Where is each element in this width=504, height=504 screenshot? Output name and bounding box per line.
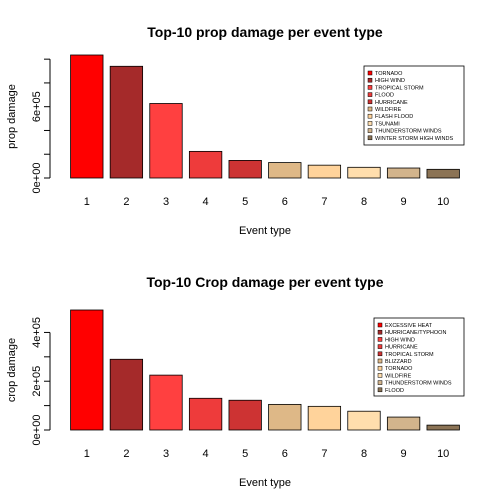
legend-entry: TORNADO [385,366,413,372]
legend-entry: EXCESSIVE HEAT [385,323,433,329]
legend-entry: TROPICAL STORM [385,352,434,358]
x-tick-label-3: 3 [163,196,169,208]
bar-9 [386,167,421,179]
legend-swatch [377,365,383,371]
legend-entry: WINTER STORM HIGH WINDS [375,136,453,142]
legend-swatch [367,128,373,133]
legend-swatch [377,329,383,335]
x-tick-label-9: 9 [401,448,407,460]
legend-swatch [367,99,373,105]
bar-8 [347,410,381,431]
bar-10 [426,424,460,431]
legend-swatch [377,358,383,364]
bar-8 [347,166,381,179]
bar-5 [228,160,262,179]
x-tick-label-4: 4 [203,448,209,460]
x-tick-label-7: 7 [321,196,327,208]
x-tick-label-3: 3 [163,448,169,460]
y-tick-label: 2e+05 [31,366,43,397]
legend-entry: WILDFIRE [385,373,412,379]
legend-entry: THUNDERSTORM WINDS [375,129,442,135]
legend-entry: TORNADO [375,71,403,77]
x-axis-label: Event type [239,477,291,489]
legend-swatch [367,92,373,97]
legend-swatch [377,337,383,342]
x-tick-label-5: 5 [242,196,248,208]
legend-swatch [367,121,373,126]
legend-swatch [367,106,373,112]
bar-6 [268,162,302,179]
x-tick-label-10: 10 [437,196,449,208]
legend-entry: HURRICANE [385,345,418,351]
x-tick-label-9: 9 [401,196,407,208]
legend-swatch [377,387,383,393]
legend-box [363,65,465,146]
legend-entry: HURRICANE [375,100,408,106]
x-tick-label-8: 8 [361,196,367,208]
bar-7 [307,405,342,431]
legend-swatch [367,77,373,83]
x-tick-label-2: 2 [123,196,129,208]
bar-6 [268,403,302,431]
x-tick-label-6: 6 [282,448,288,460]
legend-entry: TROPICAL STORM [375,85,424,91]
y-tick-label: 6e+05 [31,91,43,122]
x-tick-label-6: 6 [282,196,288,208]
legend-swatch [367,113,373,119]
chart-panel-prop-damage: Top-10 prop damage per event type 1 2 3 4 5 6 7… [6,24,465,237]
bar-1 [70,309,104,431]
legend-swatch [367,85,373,90]
y-tick-label: 0e+00 [31,163,43,194]
legend-entry: WILDFIRE [375,107,402,113]
legend-entry: HIGH WIND [385,337,415,343]
legend-entry: TSUNAMI [375,121,400,127]
bar-9 [386,416,421,431]
chart-title: Top-10 prop damage per event type [147,24,383,40]
bar-2 [109,358,144,431]
bar-4 [188,150,223,179]
bar-5 [228,399,262,431]
x-tick-label-5: 5 [242,448,248,460]
bar-10 [426,168,460,179]
legend-swatch [367,70,373,76]
bar-2 [109,65,144,179]
x-tick-label-10: 10 [437,448,449,460]
bar-1 [70,54,104,179]
x-axis-label: Event type [239,225,291,237]
chart-panel-crop-damage: Top-10 Crop damage per event type 1 2 3 4 5 6 7… [6,274,465,489]
legend-entry: BLIZZARD [385,359,412,365]
legend-entry: FLOOD [375,93,394,99]
bar-3 [149,103,183,179]
bar-4 [188,397,223,431]
y-axis-label: crop damage [6,338,18,402]
legend-swatch [377,373,383,378]
x-tick-label-2: 2 [123,448,129,460]
legend-entry: HIGH WIND [375,78,405,84]
x-tick-label-1: 1 [84,448,90,460]
x-tick-label-4: 4 [203,196,209,208]
legend-swatch [377,380,383,385]
bar-3 [149,374,183,431]
legend-entry: FLOOD [385,388,404,394]
x-tick-label-7: 7 [321,448,327,460]
legend-entry: FLASH FLOOD [375,114,413,120]
legend-swatch [377,344,383,349]
x-tick-label-8: 8 [361,448,367,460]
y-tick-label: 4e+05 [31,317,43,348]
legend-entry: THUNDERSTORM WINDS [385,381,452,387]
legend-swatch [377,351,383,357]
legend-swatch [367,135,373,141]
legend-swatch [377,322,383,328]
legend-box [373,317,465,397]
legend-entry: HURRICANE/TYPHOON [385,330,446,336]
y-axis-label: prop damage [6,84,18,149]
y-tick-label: 0e+00 [31,415,43,446]
bar-7 [307,164,342,179]
chart-title: Top-10 Crop damage per event type [146,274,383,290]
x-tick-label-1: 1 [84,196,90,208]
